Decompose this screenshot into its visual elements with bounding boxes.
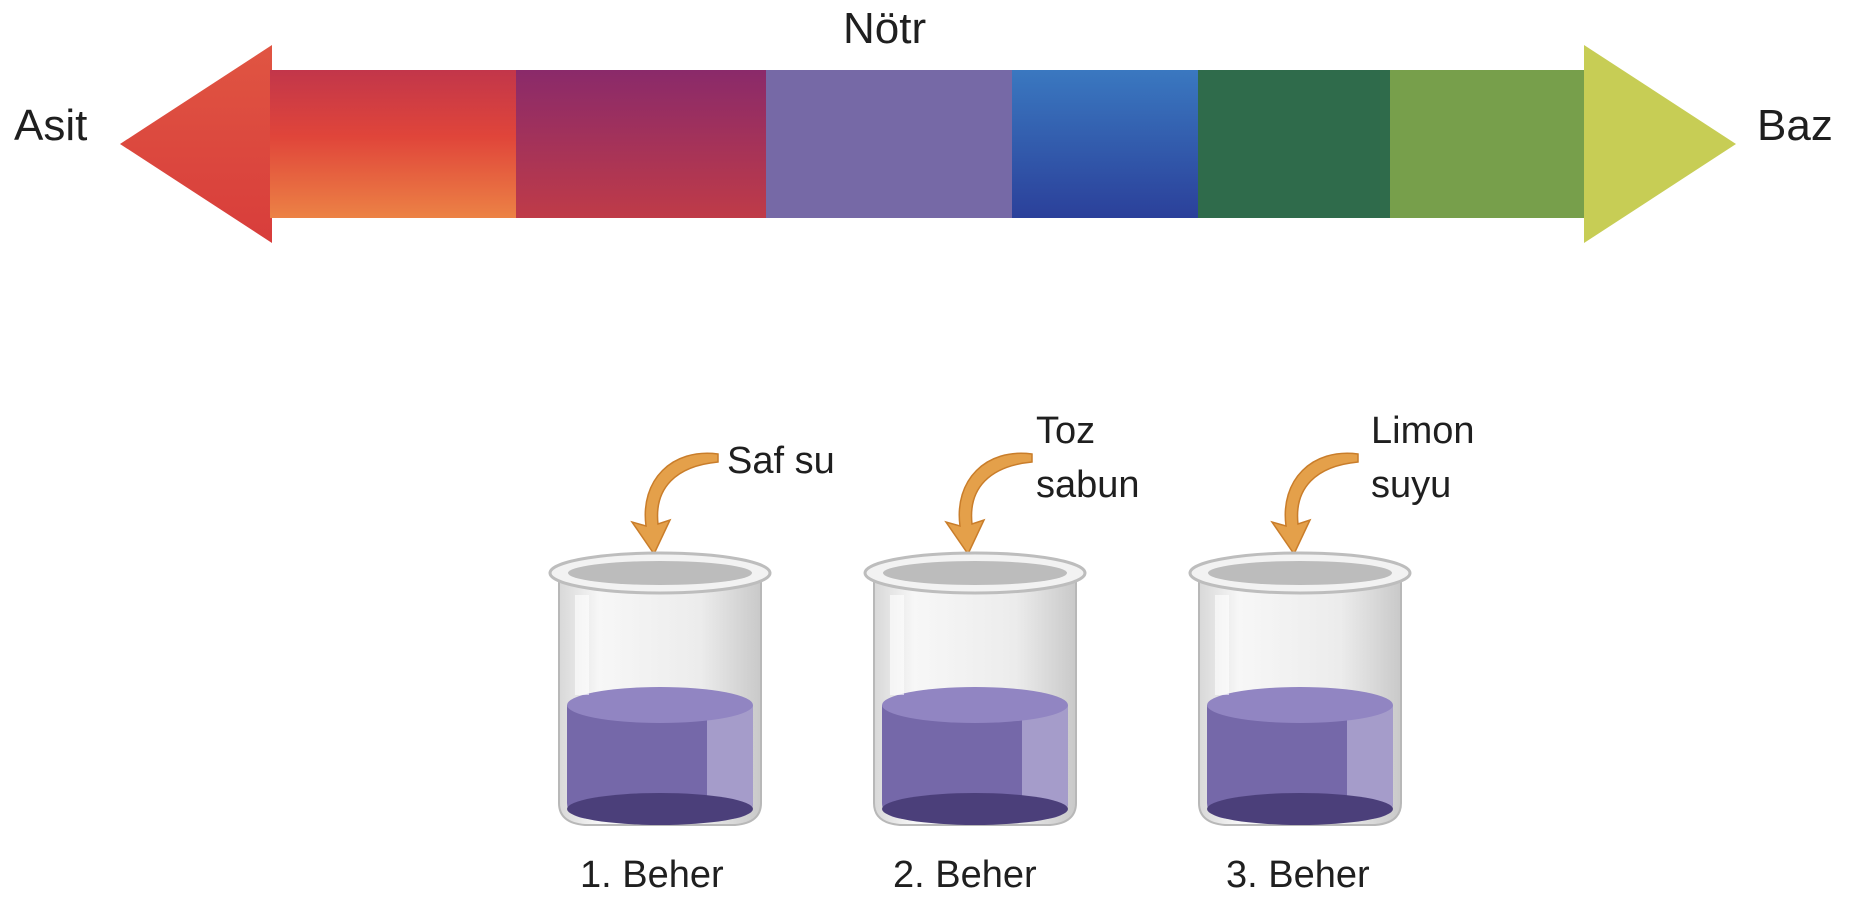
base-arrowhead xyxy=(1584,45,1736,243)
scale-band-4 xyxy=(1012,70,1200,218)
beaker-1-label: 1. Beher xyxy=(580,854,724,896)
beaker-2-label: 2. Beher xyxy=(893,854,1037,896)
scale-band-6 xyxy=(1390,70,1586,218)
scale-band-2 xyxy=(516,70,768,218)
pour-arrow-icon xyxy=(1270,452,1359,556)
beaker-3-additive: Limon suyu xyxy=(1371,410,1475,506)
acid-label: Asit xyxy=(14,101,88,150)
beaker-1 xyxy=(548,551,772,826)
beaker-1-additive: Saf su xyxy=(727,440,835,482)
scale-band-5 xyxy=(1198,70,1392,218)
ph-scale xyxy=(120,45,1736,243)
pour-arrow-icon xyxy=(630,452,719,556)
beaker-2-additive: Toz sabun xyxy=(1036,410,1140,506)
beaker-3-label: 3. Beher xyxy=(1226,854,1370,896)
base-label: Baz xyxy=(1757,101,1833,150)
pour-arrow-icon xyxy=(944,452,1033,556)
acid-arrowhead xyxy=(120,45,272,243)
beaker-3 xyxy=(1188,551,1412,826)
scale-band-3 xyxy=(766,70,1014,218)
neutral-label: Nötr xyxy=(843,4,927,53)
scale-band-1 xyxy=(270,70,518,218)
beaker-2 xyxy=(863,551,1087,826)
